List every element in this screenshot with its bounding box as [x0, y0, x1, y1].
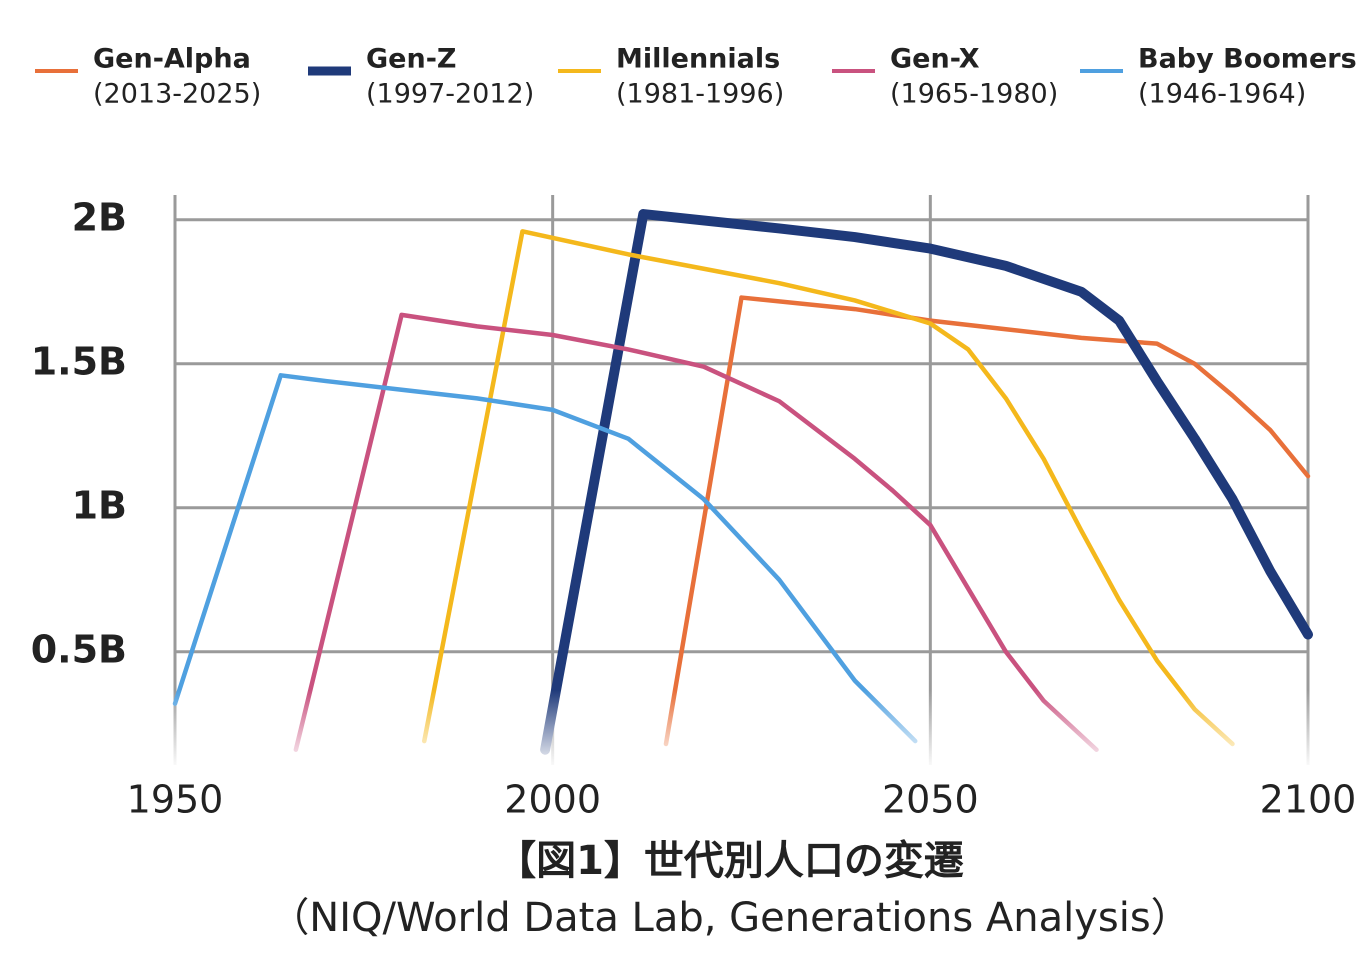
legend-label: Baby Boomers: [1138, 44, 1357, 75]
legend-label: Millennials: [616, 44, 780, 75]
legend-label: Gen-Z: [366, 44, 456, 75]
line: [663, 295, 1311, 747]
fade-overlay: [160, 690, 1330, 770]
legend-years: (1965-1980): [890, 79, 1058, 110]
line: [422, 229, 1235, 747]
x-tick-label: 2050: [882, 778, 979, 822]
chart-title: 【図1】世代別人口の変遷: [496, 838, 964, 884]
legend-label: Gen-Alpha: [93, 44, 251, 75]
x-tick-label: 1950: [127, 778, 224, 822]
legend-years: (1997-2012): [366, 79, 534, 110]
y-tick-label: 0.5B: [31, 627, 127, 671]
legend-years: (2013-2025): [93, 79, 261, 110]
plot-area: [172, 209, 1313, 755]
legend-label: Gen-X: [890, 44, 980, 75]
x-tick-label: 2100: [1260, 778, 1357, 822]
line: [540, 209, 1313, 755]
legend-years: (1946-1964): [1138, 79, 1306, 110]
line: [293, 312, 1099, 752]
y-tick-label: 1.5B: [31, 339, 127, 383]
x-tick-label: 2000: [504, 778, 601, 822]
line: [172, 373, 918, 744]
y-tick-label: 2B: [72, 195, 127, 239]
y-tick-label: 1B: [72, 483, 127, 527]
chart-subtitle: （NIQ/World Data Lab, Generations Analysi…: [269, 895, 1190, 941]
legend-years: (1981-1996): [616, 79, 784, 110]
